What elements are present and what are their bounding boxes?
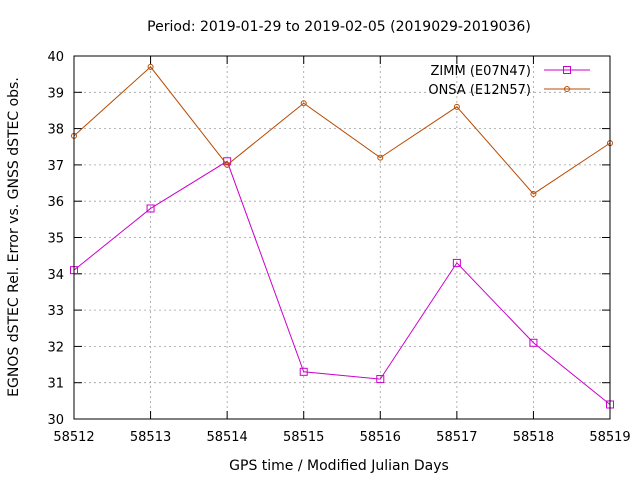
y-tick-label: 40 [47,50,64,65]
x-tick-label: 58517 [436,430,477,445]
x-tick-label: 58516 [360,430,401,445]
series-2-point [377,154,384,161]
series-layer [70,63,614,409]
legend-label: ZIMM (E07N47) [431,64,531,79]
series-2-point [453,103,460,110]
chart-title: Period: 2019-01-29 to 2019-02-05 (201902… [147,19,531,35]
series-1-point [146,204,155,213]
y-tick-label: 38 [47,123,64,138]
series-1-point [452,258,461,267]
x-tick-label: 58513 [130,430,171,445]
y-tick-label: 39 [47,86,64,101]
series-2-line [73,66,611,195]
y-tick-label: 37 [47,159,64,174]
x-axis-label: GPS time / Modified Julian Days [229,458,449,474]
x-tick-label: 58518 [513,430,554,445]
x-tick-label: 58512 [53,430,94,445]
plot-frame [73,55,611,420]
y-tick-label: 35 [47,232,64,247]
legend-marker [563,66,571,74]
series-2-point [147,63,154,70]
series-1-point [529,338,538,347]
y-tick-label: 31 [47,377,64,392]
y-axis-label: EGNOS dSTEC Rel. Error vs. GNSS dSTEC ob… [6,77,22,397]
series-1-line [73,160,611,405]
series-2-point [300,100,307,107]
series-2-point [224,161,231,168]
series-2-point [530,190,537,197]
y-tick-label: 33 [47,304,64,319]
y-tick-label: 30 [47,413,64,428]
legend-label: ONSA (E12N57) [428,83,531,98]
y-tick-label: 34 [47,268,64,283]
legend: ZIMM (E07N47) ONSA (E12N57) [428,64,590,98]
series-1-point [376,375,385,384]
grid-lines [74,56,610,419]
y-tick-label: 32 [47,340,64,355]
legend-marker [564,86,570,92]
x-tick-label: 58515 [283,430,324,445]
x-tick-label: 58519 [589,430,630,445]
y-tick-label: 36 [47,195,64,210]
x-axis-ticks: 58512 58513 58514 58515 58516 58517 58518 58519 [53,56,631,445]
series-1-point [299,367,308,376]
series-2 [71,63,613,197]
x-tick-label: 58514 [206,430,247,445]
